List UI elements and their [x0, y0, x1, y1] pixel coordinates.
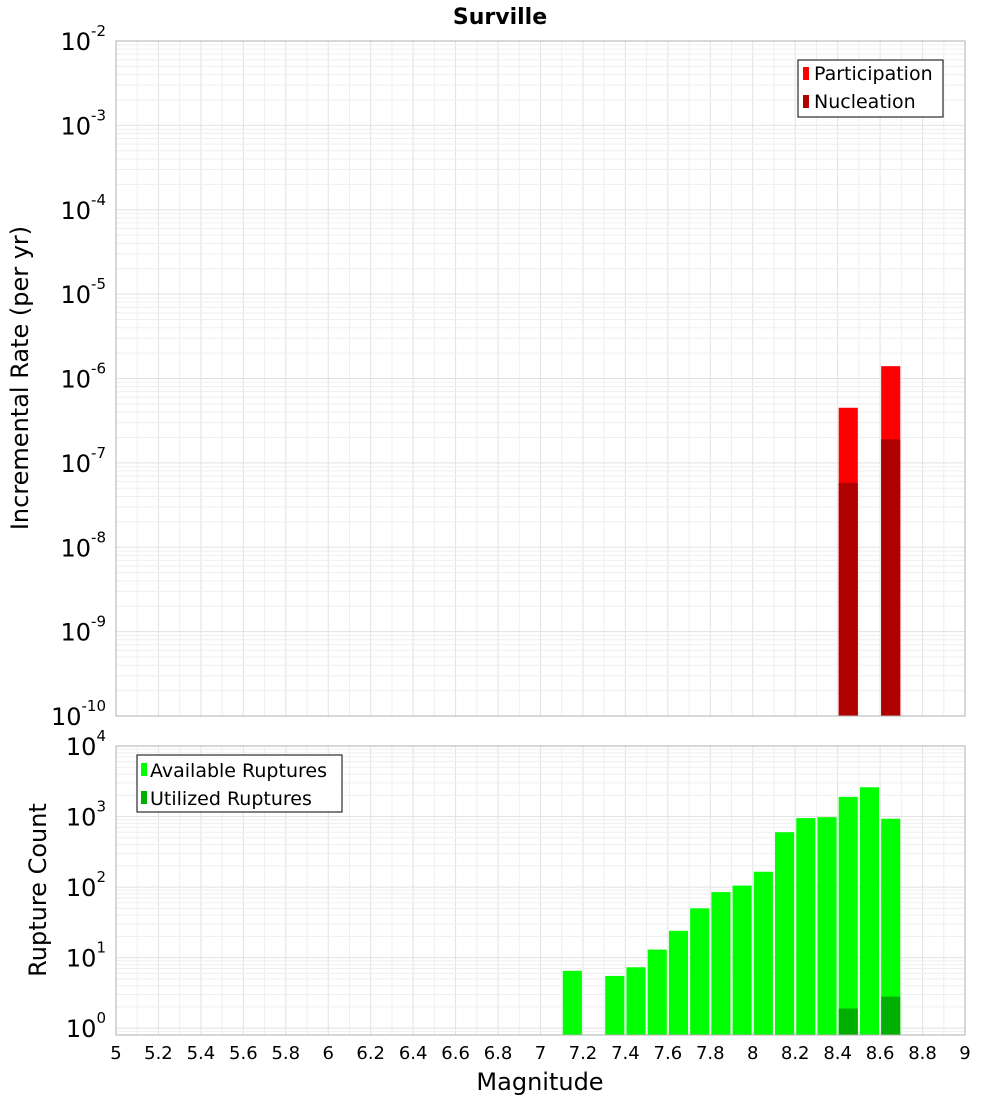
bottom-plot: 100 101 102 103 104 5 5.2 5.4 5.6 5.8 6 6.2 6.4 6.6 6… [24, 727, 971, 1096]
x-tick-label: 6.2 [356, 1043, 385, 1064]
bottom-grid [115, 745, 966, 1036]
top-y-tick-label: 10-2 [60, 22, 106, 56]
x-tick-label: 7.4 [611, 1043, 640, 1064]
bar-available-ruptures [732, 885, 752, 1035]
x-tick-label: 7.2 [569, 1043, 598, 1064]
bottom-y-axis-label: Rupture Count [24, 803, 52, 977]
legend-label-participation: Participation [814, 63, 933, 85]
bar-nucleation [881, 439, 901, 716]
top-y-ticks: 10-10 10-9 10-8 10-7 10-6 10-5 10-4 10-3 10-2 [51, 22, 106, 731]
top-y-tick-label: 10-4 [60, 191, 106, 225]
x-tick-label: 7.8 [696, 1043, 725, 1064]
bottom-y-tick-label: 101 [66, 939, 106, 973]
top-y-tick-label: 10-10 [51, 697, 106, 731]
x-tick-label: 8.2 [781, 1043, 810, 1064]
top-legend: Participation Nucleation [797, 59, 944, 118]
bar-available-ruptures [775, 832, 795, 1035]
legend-swatch-available [141, 763, 147, 776]
bar-available-ruptures [711, 892, 731, 1035]
bottom-y-tick-label: 103 [66, 798, 106, 832]
top-y-tick-label: 10-9 [60, 613, 106, 647]
top-y-tick-label: 10-8 [60, 528, 106, 562]
bar-available-ruptures [605, 975, 625, 1035]
bar-utilized-ruptures [838, 1008, 858, 1035]
bar-available-ruptures [690, 908, 710, 1035]
bottom-bars [562, 787, 901, 1035]
top-plot: 10-10 10-9 10-8 10-7 10-6 10-5 10-4 10-3 10-2 In… [6, 22, 966, 731]
bottom-x-ticks: 5 5.2 5.4 5.6 5.8 6 6.2 6.4 6.6 6.8 7 7.2 7.4 7.6 7.8 8… [110, 1043, 970, 1064]
bar-nucleation [838, 482, 858, 716]
legend-swatch-participation [803, 67, 809, 80]
x-tick-label: 9 [959, 1043, 970, 1064]
x-tick-label: 5.2 [144, 1043, 173, 1064]
x-tick-label: 5.4 [187, 1043, 216, 1064]
bottom-y-tick-label: 104 [66, 727, 106, 761]
bar-available-ruptures [668, 930, 689, 1035]
x-tick-label: 6 [323, 1043, 334, 1064]
bar-available-ruptures [881, 818, 901, 1035]
legend-swatch-utilized [141, 791, 147, 804]
legend-label-available: Available Ruptures [150, 760, 327, 782]
x-tick-label: 6.4 [399, 1043, 428, 1064]
x-tick-label: 6.6 [441, 1043, 470, 1064]
bar-available-ruptures [817, 817, 837, 1035]
x-tick-label: 7 [535, 1043, 546, 1064]
x-tick-label: 8.4 [823, 1043, 852, 1064]
x-tick-label: 5.6 [229, 1043, 258, 1064]
x-tick-label: 8 [747, 1043, 758, 1064]
bottom-legend-box [136, 754, 343, 813]
legend-label-nucleation: Nucleation [814, 91, 916, 113]
top-legend-box [797, 59, 944, 118]
bar-available-ruptures [647, 949, 667, 1035]
bottom-y-ticks: 100 101 102 103 104 [66, 727, 106, 1043]
x-tick-label: 5 [110, 1043, 121, 1064]
top-grid [115, 40, 966, 717]
top-y-tick-label: 10-7 [60, 444, 106, 478]
bar-available-ruptures [796, 818, 816, 1035]
top-plot-frame [115, 40, 966, 717]
bottom-legend: Available Ruptures Utilized Ruptures [136, 754, 343, 813]
bar-available-ruptures [562, 970, 582, 1035]
bar-available-ruptures [838, 796, 858, 1035]
chart-title: Surville [453, 5, 547, 30]
top-y-tick-label: 10-3 [60, 106, 106, 140]
top-y-tick-label: 10-5 [60, 275, 106, 309]
bar-utilized-ruptures [881, 996, 901, 1035]
x-tick-label: 5.8 [271, 1043, 300, 1064]
x-tick-label: 7.6 [654, 1043, 683, 1064]
top-bars [838, 366, 901, 716]
bottom-y-tick-label: 102 [66, 868, 106, 902]
x-tick-label: 6.8 [484, 1043, 513, 1064]
bar-available-ruptures [626, 967, 646, 1035]
x-tick-label: 8.8 [908, 1043, 937, 1064]
x-axis-label: Magnitude [476, 1068, 603, 1096]
top-y-axis-label: Incremental Rate (per yr) [6, 226, 34, 530]
legend-swatch-nucleation [803, 95, 809, 108]
top-y-tick-label: 10-6 [60, 360, 106, 394]
bar-available-ruptures [753, 871, 773, 1035]
bottom-y-tick-label: 100 [66, 1009, 106, 1043]
bottom-plot-frame [115, 745, 966, 1036]
bar-available-ruptures [859, 787, 880, 1035]
legend-label-utilized: Utilized Ruptures [150, 788, 312, 810]
x-tick-label: 8.6 [866, 1043, 895, 1064]
